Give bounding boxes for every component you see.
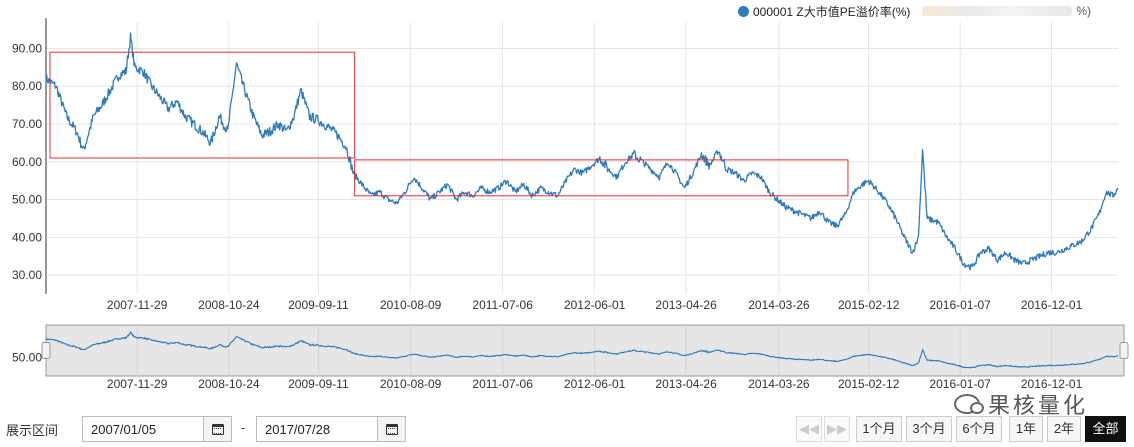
x-tick-label: 2010-08-09	[380, 298, 442, 312]
navigator-tick-label: 2010-08-09	[380, 377, 442, 391]
start-date-input[interactable]	[83, 420, 203, 438]
annotation-box	[49, 51, 356, 159]
end-date-field[interactable]	[256, 416, 406, 442]
navigator-tick-label: 2011-07-06	[472, 377, 533, 391]
navigator-tick-label: 2014-03-26	[748, 377, 810, 391]
navigator-tick-label: 2009-09-11	[288, 377, 349, 391]
date-separator: -	[241, 420, 246, 435]
navigator-window[interactable]	[45, 324, 1125, 377]
x-tick-label: 2007-11-29	[107, 298, 168, 312]
y-tick-label: 90.00	[12, 41, 42, 55]
calendar-icon	[211, 423, 224, 435]
watermark-text: 果核量化	[988, 393, 1089, 418]
wechat-icon	[954, 394, 984, 414]
x-tick-label: 2008-10-24	[198, 298, 260, 312]
navigator-tick-label: 2012-06-01	[564, 377, 626, 391]
legend-dot-icon	[738, 5, 749, 17]
navigator-left-handle[interactable]	[41, 342, 51, 359]
navigator-right-handle[interactable]	[1119, 342, 1129, 359]
legend-series-label: 000001 Z大市值PE溢价率(%)	[753, 4, 911, 19]
y-tick-label: 50.00	[12, 193, 42, 207]
x-tick-label: 2012-06-01	[564, 298, 626, 312]
prev-range-button[interactable]: ◀◀	[796, 416, 822, 442]
end-calendar-button[interactable]	[377, 417, 405, 441]
range-1m-button[interactable]: 1个月	[856, 416, 902, 442]
x-tick-label: 2013-04-26	[655, 298, 717, 312]
navigator-tick-label: 2015-02-12	[838, 377, 900, 391]
x-tick-label: 2014-03-26	[748, 298, 810, 312]
main-chart[interactable]: 2007-11-29 2008-10-24 2009-09-11 2010-08-09…	[0, 0, 1134, 320]
watermark: 果核量化	[954, 388, 1088, 420]
navigator-tick-label: 2013-04-26	[655, 377, 717, 391]
legend-blurred-item	[922, 6, 1073, 16]
range-1y-button[interactable]: 1年	[1009, 416, 1043, 442]
range-label: 展示区间	[6, 423, 59, 438]
y-tick-label: 30.00	[12, 268, 42, 282]
range-controls: 展示区间 - ◀◀ ▶▶ 1个月 3个月 6个月 1年 2年 全部	[0, 410, 1134, 447]
navigator-tick-label: 2007-11-29	[107, 377, 168, 391]
x-tick-label: 2016-01-07	[929, 298, 991, 312]
navigator-line	[45, 330, 1119, 369]
range-6m-button[interactable]: 6个月	[956, 416, 1002, 442]
navigator-tick-label: 2008-10-24	[198, 377, 260, 391]
x-tick-label: 2011-07-06	[472, 298, 533, 312]
range-3m-button[interactable]: 3个月	[906, 416, 952, 442]
calendar-icon	[385, 423, 398, 435]
series-line	[45, 32, 1119, 271]
end-date-input[interactable]	[257, 420, 377, 438]
annotation-box	[354, 159, 849, 197]
start-calendar-button[interactable]	[203, 417, 231, 441]
y-tick-label: 40.00	[12, 230, 42, 244]
legend-tail: %)	[1076, 4, 1092, 18]
legend[interactable]: 000001 Z大市值PE溢价率(%) %)	[738, 2, 1091, 20]
x-tick-label: 2015-02-12	[838, 298, 900, 312]
x-tick-label: 2016-12-01	[1021, 298, 1083, 312]
range-all-button[interactable]: 全部	[1085, 416, 1126, 442]
y-tick-label: 80.00	[12, 79, 42, 93]
navigator-y-label: 50.00	[12, 350, 42, 364]
y-tick-label: 60.00	[12, 155, 42, 169]
x-tick-label: 2009-09-11	[288, 298, 349, 312]
range-2y-button[interactable]: 2年	[1047, 416, 1081, 442]
start-date-field[interactable]	[82, 416, 232, 442]
y-tick-label: 70.00	[12, 117, 42, 131]
next-range-button[interactable]: ▶▶	[824, 416, 850, 442]
